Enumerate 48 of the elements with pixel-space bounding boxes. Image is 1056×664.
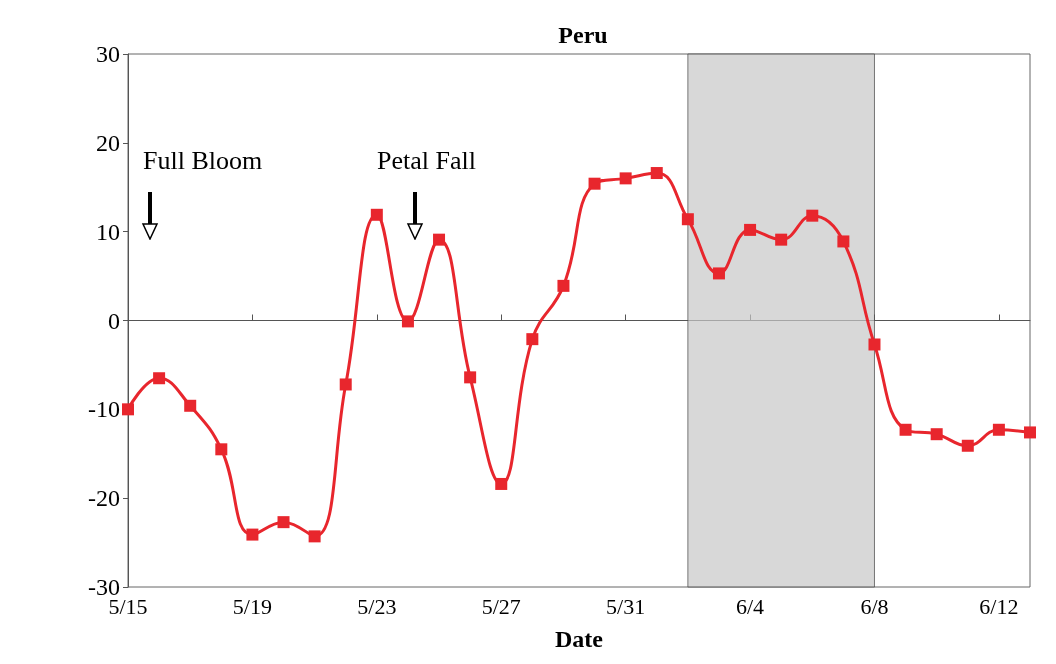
y-tick-label: -10 (88, 396, 120, 423)
point (246, 528, 259, 541)
point (1024, 426, 1036, 439)
y-tick-label: 0 (108, 307, 120, 334)
point (277, 516, 290, 529)
point (122, 403, 134, 416)
point (557, 279, 570, 292)
x-tick-label: 6/4 (736, 593, 765, 619)
point (495, 477, 508, 490)
point (619, 172, 632, 185)
point (464, 371, 477, 384)
y-tick-label: 30 (96, 41, 120, 67)
point (992, 423, 1005, 436)
point (339, 378, 352, 391)
point (153, 372, 166, 385)
point (184, 399, 197, 412)
point (806, 209, 819, 222)
point (370, 208, 383, 221)
point (433, 233, 446, 246)
x-tick-label: 6/12 (979, 593, 1019, 619)
point (961, 439, 974, 452)
y-tick-label: 20 (96, 129, 120, 156)
point (775, 233, 788, 246)
point (712, 267, 725, 280)
point (526, 333, 539, 346)
x-tick-label: 5/27 (481, 593, 521, 619)
y-tick-label: -30 (88, 574, 120, 600)
point (837, 235, 850, 248)
point (308, 530, 321, 543)
point (650, 167, 663, 180)
point (899, 423, 912, 436)
point (744, 223, 757, 236)
annotation: Petal Fall (377, 146, 476, 176)
x-axis-title: Date (555, 626, 604, 652)
point (930, 428, 943, 441)
point (868, 338, 881, 351)
point (588, 177, 601, 190)
point (401, 315, 414, 328)
y-tick-label: -20 (88, 485, 120, 512)
y-tick-label: 10 (96, 218, 120, 245)
x-tick-label: 6/8 (860, 593, 889, 619)
chart-title: Peru (558, 22, 608, 48)
x-tick-label: 5/23 (357, 593, 397, 619)
x-tick-label: 5/19 (232, 593, 272, 619)
x-tick-label: 5/31 (606, 593, 646, 619)
annotation: Full Bloom (143, 146, 263, 176)
point (215, 443, 228, 456)
point (681, 213, 694, 226)
